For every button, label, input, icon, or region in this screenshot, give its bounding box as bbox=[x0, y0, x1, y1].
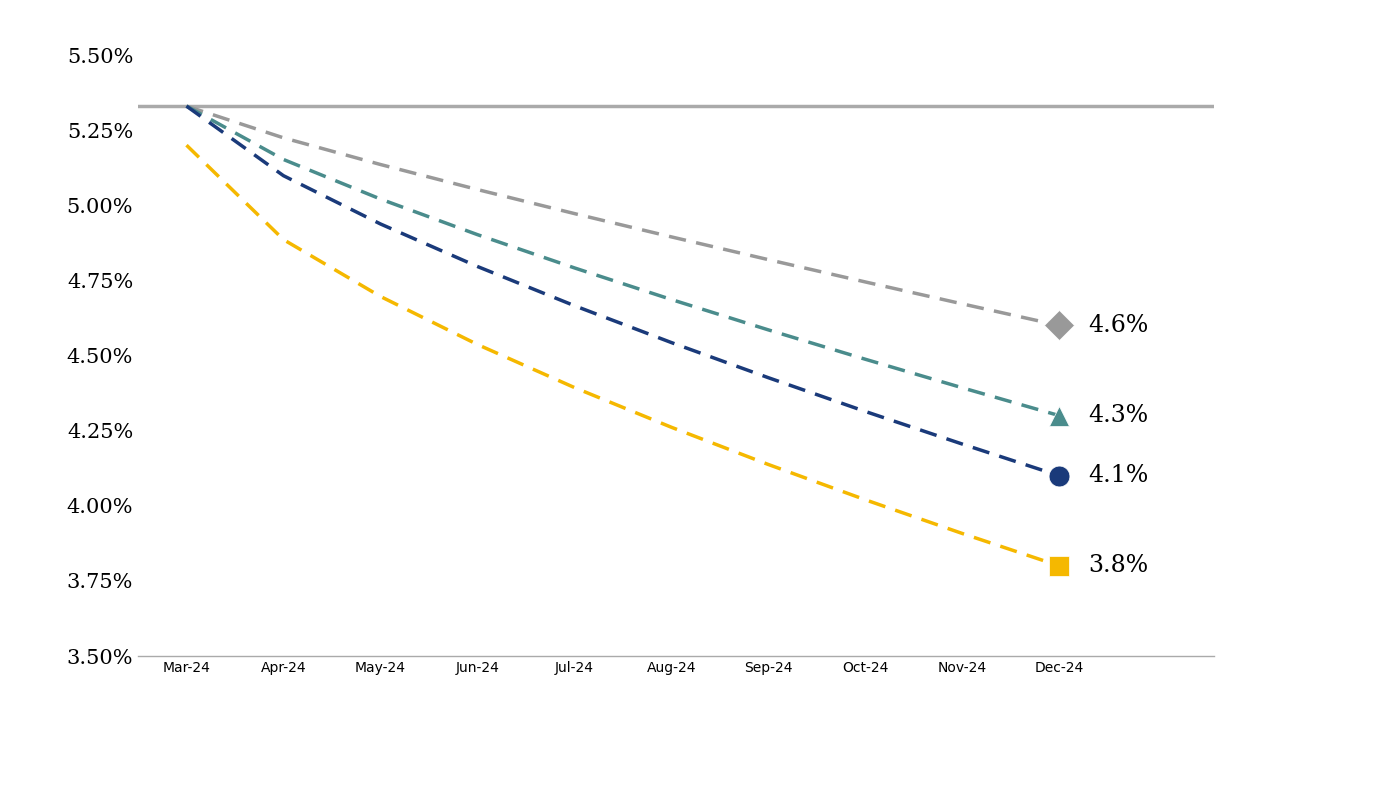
Text: 4.1%: 4.1% bbox=[1089, 464, 1148, 487]
Text: 4.3%: 4.3% bbox=[1089, 404, 1148, 427]
Text: 3.8%: 3.8% bbox=[1089, 554, 1148, 578]
Text: 4.6%: 4.6% bbox=[1089, 314, 1148, 337]
